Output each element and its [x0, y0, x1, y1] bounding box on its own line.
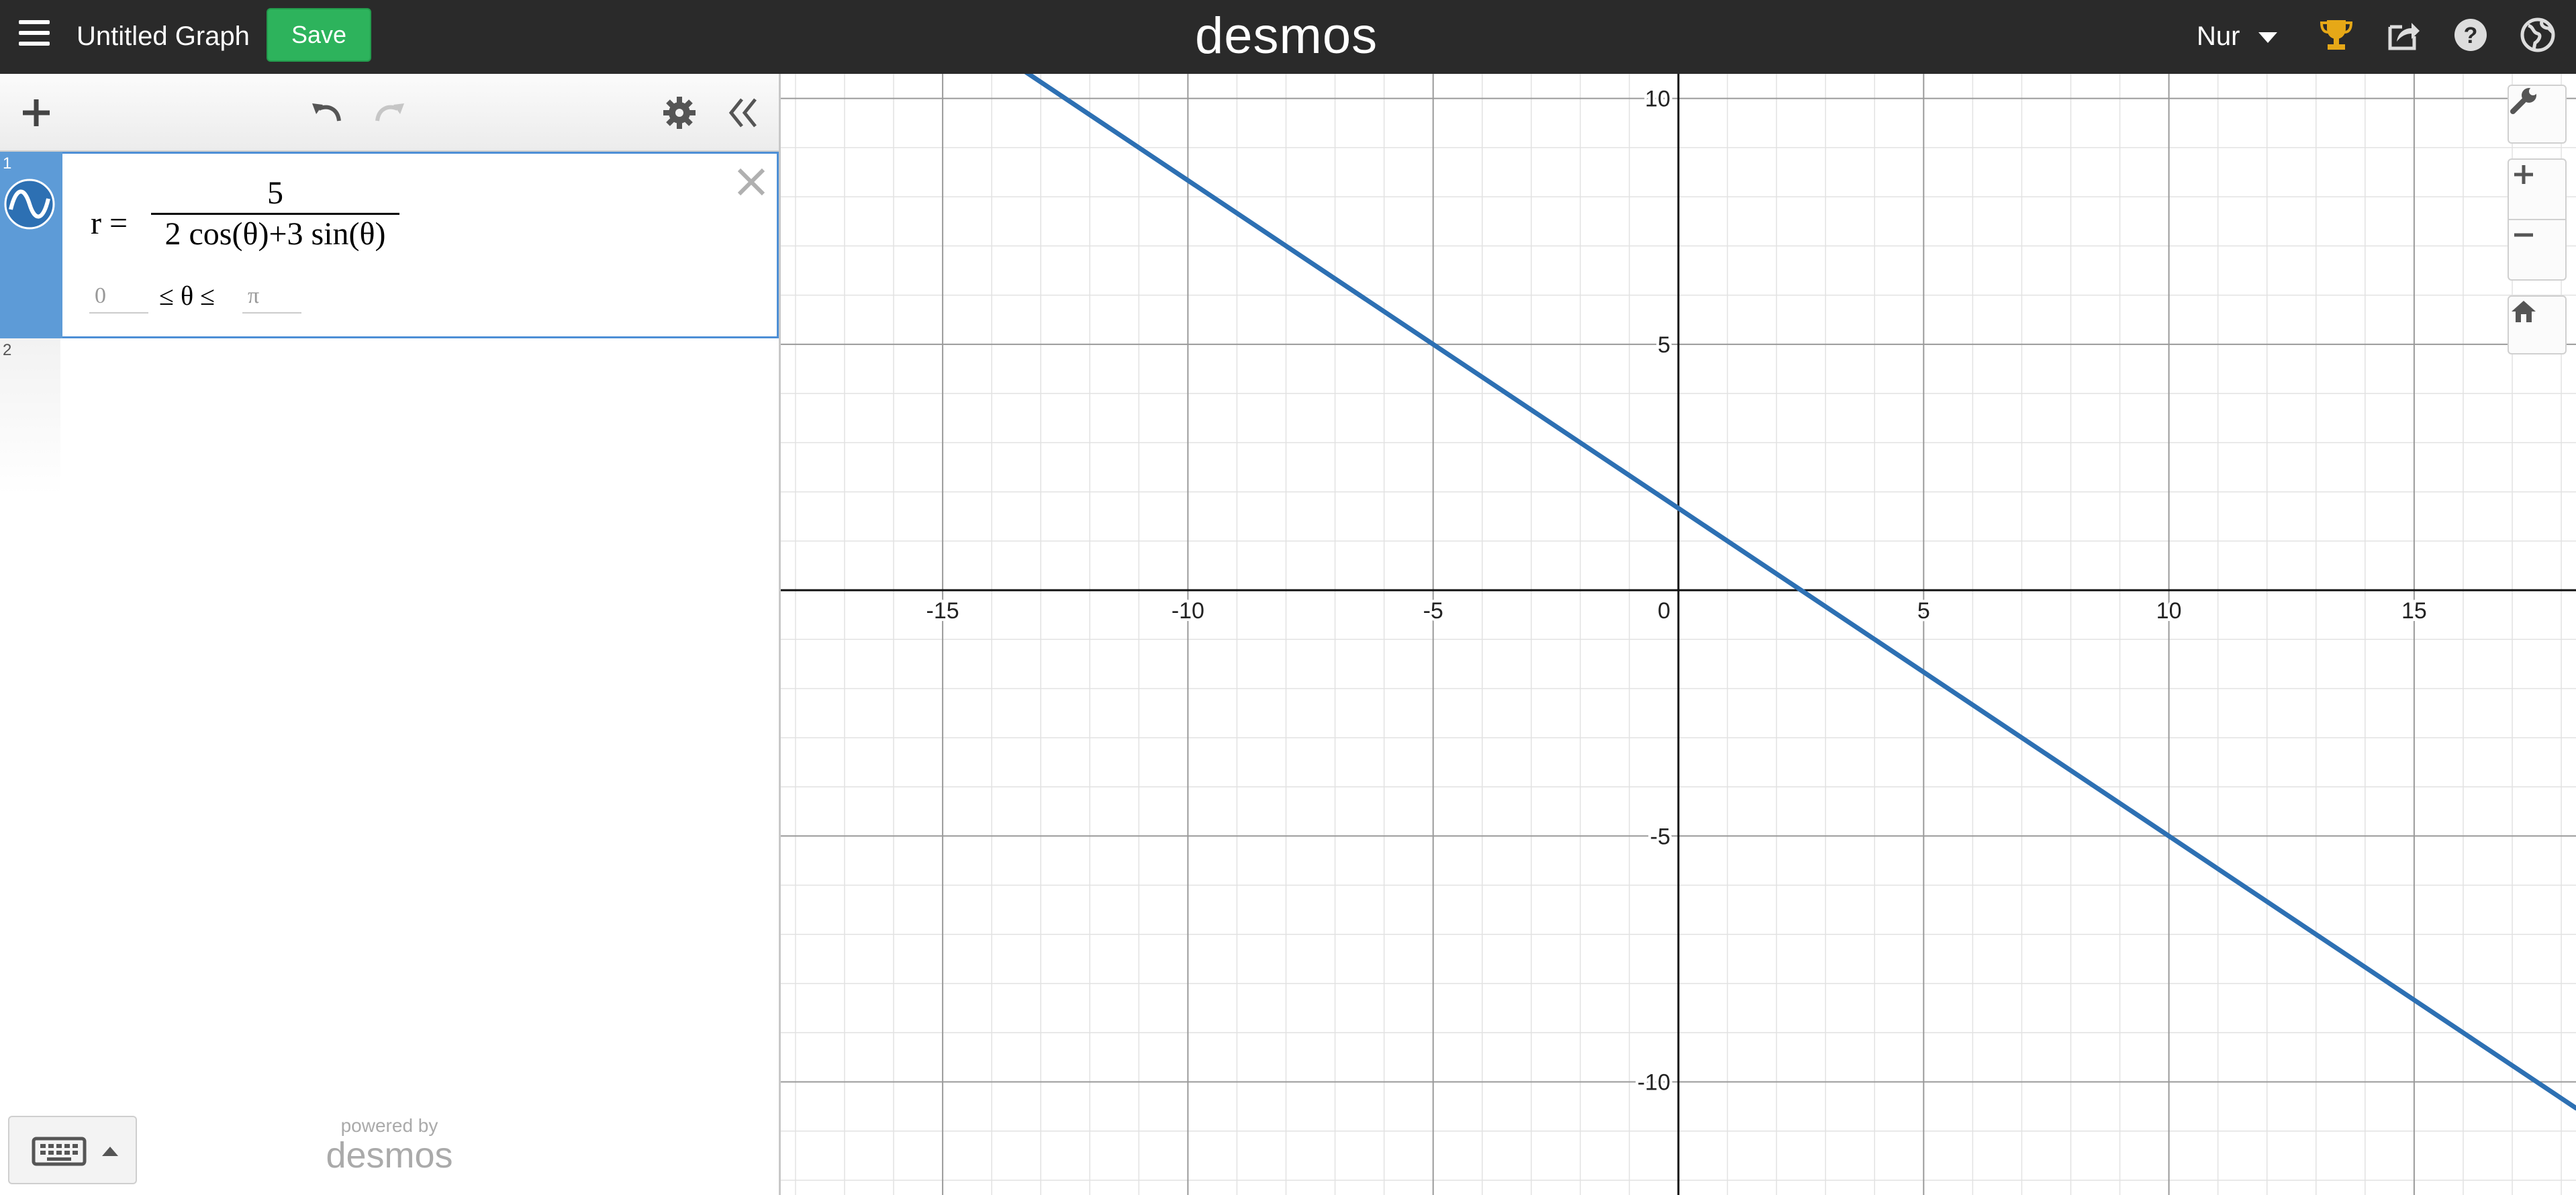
menu-icon[interactable]	[19, 20, 51, 50]
globe-icon[interactable]	[2519, 16, 2557, 54]
caret-down-icon[interactable]	[2258, 32, 2277, 43]
gear-icon[interactable]	[658, 91, 701, 134]
formula-fraction: 5 2 cos(θ)+3 sin(θ)	[151, 174, 399, 254]
x-tick-label: 15	[2401, 598, 2427, 624]
expression-panel: 1 r = 5 2 cos(θ)+3 sin(θ) 0 ≤ θ ≤ π 2	[0, 74, 781, 1195]
powered-by-label: powered by	[340, 1115, 438, 1136]
zoom-in-button[interactable]	[2508, 158, 2567, 220]
y-tick-label-halo: -10	[1637, 1070, 1670, 1096]
desmos-logo: desmos	[1195, 7, 1378, 64]
header-bar: Untitled Graph Save desmos Nur ?	[0, 0, 2576, 74]
y-tick-label: 5	[1658, 332, 1670, 358]
zoom-in-icon	[2514, 165, 2533, 184]
formula-numerator: 5	[267, 175, 283, 211]
x-tick-label-halo: -15	[926, 598, 959, 624]
svg-text:?: ?	[2464, 23, 2478, 48]
powered-by-desmos[interactable]: powered by desmos	[322, 1115, 457, 1176]
wrench-icon	[2510, 87, 2537, 114]
expression-index: 1	[3, 154, 12, 173]
share-icon[interactable]	[2385, 16, 2422, 54]
help-icon[interactable]: ?	[2452, 16, 2489, 54]
desmos-footer-logo: desmos	[326, 1135, 453, 1176]
undo-icon[interactable]	[305, 91, 348, 134]
fraction-bar	[151, 213, 399, 215]
y-tick-label: -5	[1650, 824, 1670, 849]
redo-icon[interactable]	[368, 91, 411, 134]
x-tick-label-halo: 0	[1658, 598, 1670, 624]
save-button[interactable]: Save	[267, 8, 371, 62]
axes	[781, 74, 2576, 1195]
domain-min-input[interactable]: 0	[89, 281, 148, 314]
expression-toolbar	[0, 74, 779, 152]
expression-index: 2	[3, 341, 12, 359]
default-viewport-button[interactable]	[2508, 295, 2567, 354]
y-tick-label: 10	[1645, 87, 1670, 112]
x-tick-label: 0	[1658, 598, 1670, 624]
x-tick-label: -10	[1172, 598, 1204, 624]
x-tick-label-halo: 10	[2156, 598, 2182, 624]
y-tick-label-halo: 5	[1658, 332, 1670, 358]
x-tick-label-halo: 15	[2401, 598, 2427, 624]
curves	[1024, 74, 2576, 1111]
x-tick-label: 5	[1917, 598, 1930, 624]
domain-restriction: 0 ≤ θ ≤ π	[89, 279, 331, 316]
keyboard-toggle-button[interactable]	[8, 1116, 137, 1184]
x-tick-label-halo: 5	[1917, 598, 1930, 624]
plus-icon[interactable]	[15, 91, 58, 134]
formula-denominator: 2 cos(θ)+3 sin(θ)	[164, 216, 386, 252]
polar-curve-icon[interactable]	[3, 177, 56, 231]
curve-line	[1024, 74, 2576, 1111]
expression-item-empty[interactable]: 2	[0, 338, 779, 495]
expression-item[interactable]: 1 r = 5 2 cos(θ)+3 sin(θ) 0 ≤ θ ≤ π	[0, 152, 779, 338]
x-tick-label: -15	[926, 598, 959, 624]
trophy-icon[interactable]	[2318, 16, 2355, 54]
formula-lhs: r =	[91, 205, 128, 241]
x-tick-label-halo: -5	[1423, 598, 1443, 624]
x-tick-label: -5	[1423, 598, 1443, 624]
user-menu[interactable]: Nur	[2197, 21, 2240, 51]
zoom-out-icon	[2514, 233, 2533, 237]
domain-inequality: ≤ θ ≤	[159, 281, 216, 311]
x-tick-label-halo: -10	[1172, 598, 1204, 624]
y-tick-label-halo: 10	[1645, 87, 1670, 112]
keyboard-icon	[32, 1137, 118, 1166]
y-tick-label: -10	[1637, 1070, 1670, 1096]
double-chevron-left-icon[interactable]	[722, 91, 765, 134]
expression-tab[interactable]: 2	[0, 338, 60, 495]
graph-settings-button[interactable]	[2508, 85, 2567, 144]
expression-tab[interactable]: 1	[0, 152, 62, 338]
domain-max-input[interactable]: π	[242, 281, 301, 314]
close-icon[interactable]	[732, 163, 770, 201]
home-icon	[2512, 301, 2536, 322]
graph-title[interactable]: Untitled Graph	[77, 21, 250, 51]
x-tick-label: 10	[2156, 598, 2182, 624]
zoom-out-button[interactable]	[2508, 219, 2567, 281]
graph-canvas[interactable]: -15 -15 -10 -10 -5 -5 0 0 5 5 10 10 15 15 -10 -10 -5 -5 5 5…	[781, 74, 2576, 1195]
y-tick-label-halo: -5	[1650, 824, 1670, 849]
